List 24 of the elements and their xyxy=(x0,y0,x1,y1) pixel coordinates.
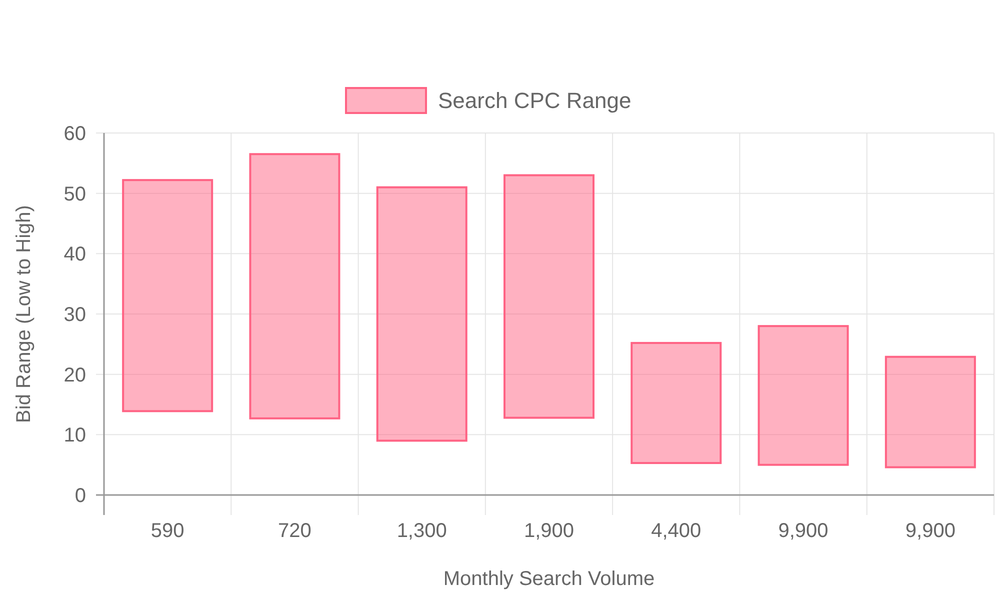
y-tick-label: 0 xyxy=(74,485,86,507)
y-axis-title: Bid Range (Low to High) xyxy=(13,205,35,423)
y-tick-label: 60 xyxy=(64,123,86,145)
bar xyxy=(758,325,849,466)
y-tick-label: 50 xyxy=(64,183,86,206)
bar xyxy=(504,174,594,419)
x-axis-title: Monthly Search Volume xyxy=(443,568,655,590)
x-tick-label: 590 xyxy=(150,520,184,542)
bar xyxy=(630,342,722,464)
y-tick-label: 20 xyxy=(64,364,86,386)
bar xyxy=(249,153,340,420)
legend-label: Search CPC Range xyxy=(438,88,632,114)
x-tick-label: 1,900 xyxy=(524,520,574,542)
x-tick-label: 9,900 xyxy=(905,520,956,542)
bar xyxy=(122,179,214,412)
x-tick-label: 720 xyxy=(278,520,312,542)
y-tick-label: 30 xyxy=(64,304,86,326)
bar xyxy=(376,186,468,442)
x-tick-label: 1,300 xyxy=(396,520,447,542)
y-tick-label: 10 xyxy=(64,424,86,447)
x-tick-label: 9,900 xyxy=(778,520,828,542)
x-tick-label: 4,400 xyxy=(651,520,702,542)
bar xyxy=(884,356,976,468)
y-tick-label: 40 xyxy=(64,244,86,266)
